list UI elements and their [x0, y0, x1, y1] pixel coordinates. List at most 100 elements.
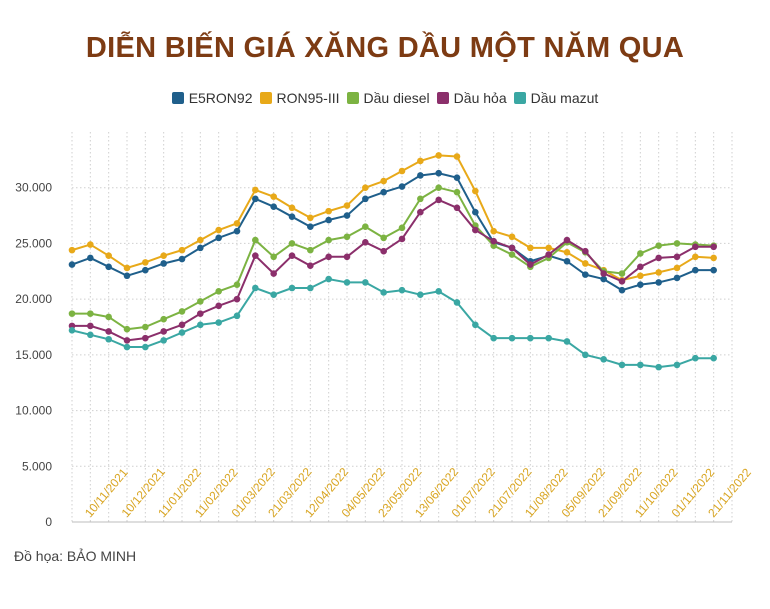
series-2 [68, 184, 717, 333]
data-point [325, 253, 332, 261]
data-point [233, 281, 241, 288]
data-point [252, 284, 259, 292]
data-point [673, 240, 681, 247]
data-point [307, 246, 314, 254]
data-point [325, 275, 332, 283]
data-point [288, 252, 296, 259]
data-point [68, 310, 76, 317]
data-point [270, 203, 277, 210]
data-point [563, 257, 571, 265]
data-point [252, 252, 259, 259]
data-point [710, 243, 717, 251]
data-point [673, 264, 681, 272]
data-point [197, 298, 204, 305]
data-point [288, 240, 296, 247]
data-point [527, 261, 534, 268]
data-point [142, 323, 149, 331]
credit-text: Đồ họa: BẢO MINH [14, 548, 137, 564]
data-point [618, 278, 626, 285]
data-point [545, 244, 552, 252]
data-point [160, 328, 167, 335]
data-point [380, 177, 387, 185]
data-point [252, 186, 259, 194]
data-point [490, 334, 497, 342]
grid-layer [71, 132, 733, 522]
data-point [435, 184, 442, 192]
data-point [270, 193, 277, 200]
data-point [160, 337, 167, 344]
legend-swatch [171, 92, 184, 104]
data-point [288, 213, 296, 220]
data-point [215, 288, 222, 295]
data-point [600, 275, 607, 283]
series-line [72, 198, 714, 342]
data-point [178, 246, 186, 254]
legend-item-0: E5RON92 [171, 90, 253, 106]
data-point [453, 204, 461, 212]
series-line [71, 278, 714, 369]
data-point [160, 252, 167, 259]
data-point [417, 157, 424, 165]
series-4 [68, 275, 717, 371]
data-point [68, 246, 76, 254]
data-point [417, 172, 424, 179]
data-point [343, 233, 351, 241]
data-point [288, 284, 296, 292]
data-point [288, 204, 296, 212]
data-point [508, 251, 516, 258]
data-point [618, 270, 626, 277]
data-point [398, 235, 406, 243]
data-point [435, 169, 442, 177]
series-line [72, 186, 714, 331]
legend: E5RON92 RON95-III Dầu diesel Dầu hỏa Dầu maz… [0, 90, 770, 106]
data-point [600, 270, 607, 277]
data-point [398, 224, 406, 232]
data-point [362, 279, 369, 286]
data-point [527, 244, 534, 252]
data-point [472, 187, 479, 195]
data-point [453, 188, 461, 196]
data-point [692, 253, 699, 261]
data-point [637, 263, 644, 271]
data-point [362, 239, 369, 246]
data-point [692, 266, 699, 274]
legend-label: Dầu diesel [363, 90, 430, 106]
data-point [87, 331, 94, 339]
data-point [472, 226, 479, 234]
data-point [582, 247, 589, 255]
data-point [527, 334, 534, 342]
data-point [307, 284, 314, 292]
data-point [215, 234, 222, 242]
data-point [307, 262, 314, 270]
data-point [68, 261, 76, 268]
data-point [655, 279, 662, 286]
data-point [105, 313, 112, 321]
data-point [490, 227, 497, 235]
data-point [197, 236, 204, 244]
data-point [563, 236, 571, 244]
data-point [398, 183, 406, 190]
data-point [233, 295, 241, 303]
data-point [545, 251, 552, 258]
data-point [252, 236, 259, 244]
y-tick-label: 10.000 [15, 404, 52, 418]
legend-label: E5RON92 [188, 90, 253, 106]
data-point [710, 254, 717, 262]
data-point [178, 329, 186, 336]
data-point [123, 264, 131, 272]
data-point [398, 167, 406, 175]
chart-title: DIỄN BIẾN GIÁ XĂNG DẦU MỘT NĂM QUA [85, 32, 685, 64]
y-tick-label: 0 [45, 515, 52, 529]
data-point [233, 312, 241, 320]
series-0 [68, 169, 717, 294]
data-point [87, 254, 94, 262]
data-point [710, 354, 717, 362]
y-tick-label: 20.000 [15, 292, 52, 306]
legend-item-1: RON95-III [259, 90, 340, 106]
data-point [178, 308, 186, 315]
data-point [618, 361, 626, 369]
data-point [435, 288, 442, 295]
data-point [508, 233, 516, 241]
data-point [142, 343, 149, 351]
